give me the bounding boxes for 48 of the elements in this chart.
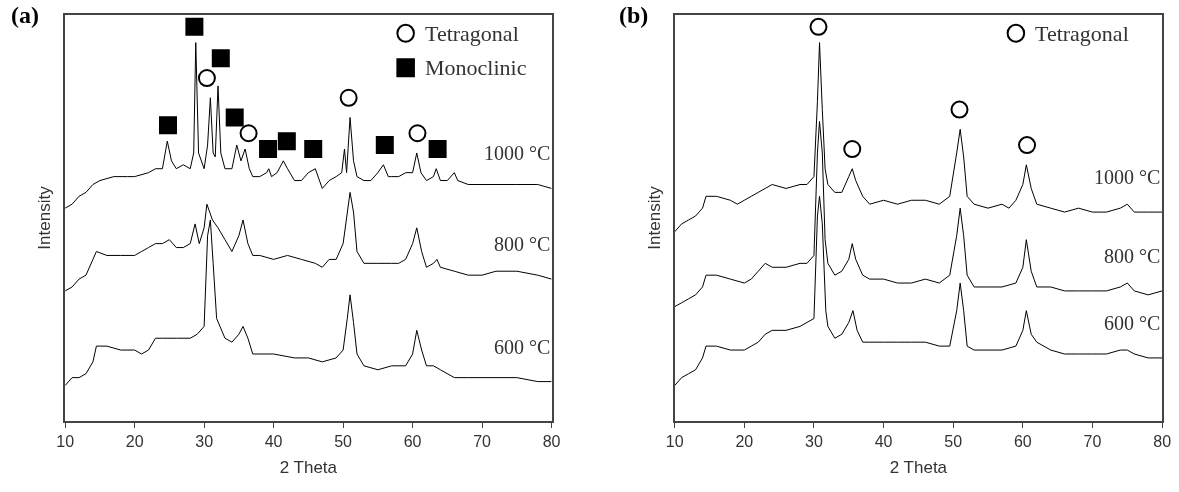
point: [1018, 136, 1037, 155]
x-tick-label: 50: [334, 432, 353, 450]
x-tick-label: 40: [874, 432, 893, 450]
x-axis-title: 2 Theta: [889, 457, 948, 477]
legend-label: Tetragonal: [425, 21, 519, 46]
point: [158, 116, 177, 135]
x-tick-label: 80: [1153, 432, 1172, 450]
x-tick-label: 70: [473, 432, 492, 450]
series-label: 1000 °C: [484, 142, 551, 164]
series-label: 600 °C: [494, 336, 551, 358]
y-axis-title: Intensity: [35, 185, 55, 250]
x-tick-label: 30: [195, 432, 214, 450]
point: [225, 108, 244, 127]
point: [809, 17, 828, 36]
series-label: 1000 °C: [1094, 166, 1161, 188]
x-tick-label: 60: [403, 432, 422, 450]
point: [239, 124, 258, 143]
series-label: 800 °C: [494, 233, 551, 255]
point: [950, 100, 969, 119]
x-tick-label: 50: [944, 432, 963, 450]
point: [339, 88, 358, 107]
x-tick-label: 10: [665, 432, 684, 450]
series-label: 800 °C: [1104, 245, 1161, 267]
point: [185, 17, 204, 36]
y-axis-title: Intensity: [644, 185, 664, 250]
chart-title: (a): [11, 2, 39, 28]
point: [375, 136, 394, 155]
legend-label: Tetragonal: [1035, 21, 1129, 46]
point: [408, 124, 427, 143]
x-tick-label: 20: [735, 432, 754, 450]
point: [843, 140, 862, 159]
point: [277, 132, 296, 151]
chart-title: (b): [619, 2, 649, 28]
x-tick-label: 40: [264, 432, 283, 450]
point: [428, 140, 447, 159]
series-label: 600 °C: [1104, 312, 1161, 334]
point: [197, 69, 216, 88]
x-axis-title: 2 Theta: [279, 457, 338, 477]
point: [304, 140, 323, 159]
legend-label: Monoclinic: [425, 55, 527, 80]
x-tick-label: 10: [56, 432, 75, 450]
x-tick-label: 70: [1083, 432, 1102, 450]
x-tick-label: 20: [125, 432, 144, 450]
point: [259, 140, 278, 159]
point: [211, 49, 230, 68]
x-tick-label: 80: [542, 432, 561, 450]
x-tick-label: 60: [1013, 432, 1032, 450]
x-tick-label: 30: [805, 432, 823, 450]
